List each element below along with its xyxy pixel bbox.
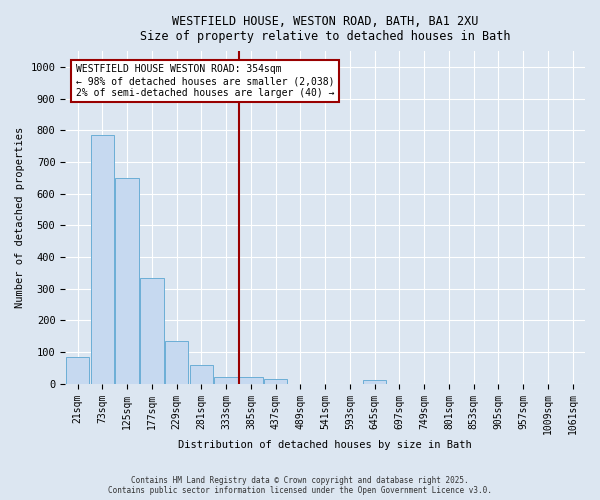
Bar — [363, 380, 386, 384]
Bar — [140, 278, 164, 384]
Bar — [91, 135, 114, 384]
Bar — [190, 364, 213, 384]
Text: WESTFIELD HOUSE WESTON ROAD: 354sqm
← 98% of detached houses are smaller (2,038): WESTFIELD HOUSE WESTON ROAD: 354sqm ← 98… — [76, 64, 334, 98]
Bar — [214, 376, 238, 384]
Bar — [264, 379, 287, 384]
Text: Contains HM Land Registry data © Crown copyright and database right 2025.
Contai: Contains HM Land Registry data © Crown c… — [108, 476, 492, 495]
Bar — [239, 376, 263, 384]
Bar — [66, 356, 89, 384]
Title: WESTFIELD HOUSE, WESTON ROAD, BATH, BA1 2XU
Size of property relative to detache: WESTFIELD HOUSE, WESTON ROAD, BATH, BA1 … — [140, 15, 511, 43]
Bar — [115, 178, 139, 384]
Y-axis label: Number of detached properties: Number of detached properties — [15, 126, 25, 308]
Bar — [165, 341, 188, 384]
X-axis label: Distribution of detached houses by size in Bath: Distribution of detached houses by size … — [178, 440, 472, 450]
